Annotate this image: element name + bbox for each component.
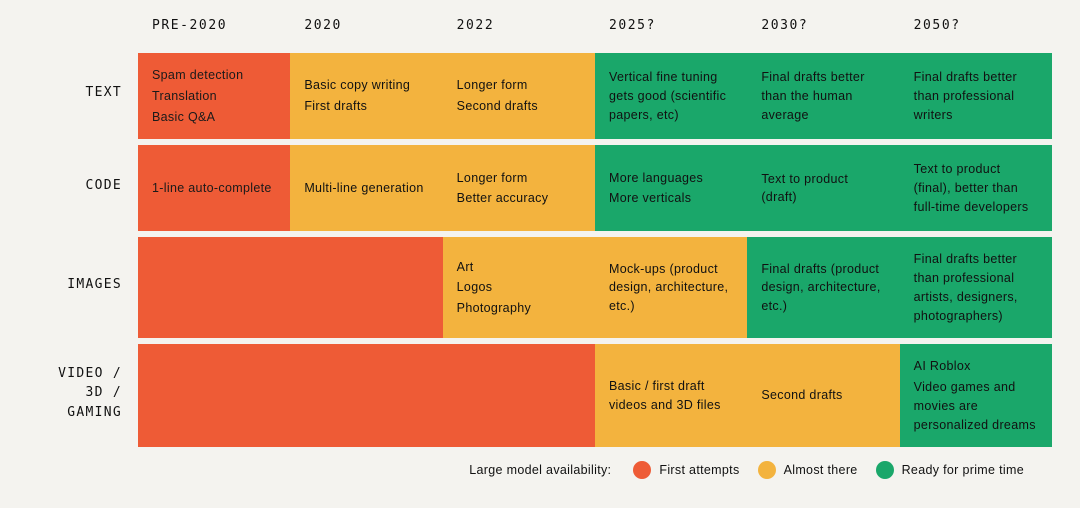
cell-line: Logos xyxy=(457,278,581,297)
cell-line: Spam detection xyxy=(152,66,276,85)
row-label: VIDEO / 3D / GAMING xyxy=(28,338,138,447)
ai-capability-matrix: PRE-2020202020222025?2030?2050?TEXTSpam … xyxy=(0,0,1080,479)
row-label: CODE xyxy=(28,139,138,231)
matrix-cell: Text to product (final), better than ful… xyxy=(900,139,1052,231)
swatch-orange-icon xyxy=(633,461,651,479)
legend: Large model availability: First attempts… xyxy=(28,447,1052,479)
col-header: 2030? xyxy=(747,18,899,47)
matrix-cell: More languagesMore verticals xyxy=(595,139,747,231)
cell-line: AI Roblox xyxy=(914,357,1038,376)
cell-line: Mock-ups (product design, architecture, … xyxy=(609,260,733,316)
col-header: 2050? xyxy=(900,18,1052,47)
matrix-cell: Final drafts better than the human avera… xyxy=(747,47,899,139)
cell-line: First drafts xyxy=(304,97,428,116)
matrix-cell: Text to product (draft) xyxy=(747,139,899,231)
matrix-cell xyxy=(138,338,290,447)
matrix-cell: Final drafts better than professional ar… xyxy=(900,231,1052,338)
cell-line: More languages xyxy=(609,169,733,188)
col-header: 2025? xyxy=(595,18,747,47)
legend-item-ready: Ready for prime time xyxy=(876,461,1024,479)
cell-line: Multi-line generation xyxy=(304,179,428,198)
cell-line: Art xyxy=(457,258,581,277)
matrix-cell: Final drafts better than professional wr… xyxy=(900,47,1052,139)
matrix-cell: Mock-ups (product design, architecture, … xyxy=(595,231,747,338)
col-header: 2020 xyxy=(290,18,442,47)
matrix-cell: Multi-line generation xyxy=(290,139,442,231)
cell-line: Final drafts (product design, architectu… xyxy=(761,260,885,316)
cell-line: Photography xyxy=(457,299,581,318)
matrix-cell: Basic copy writing First drafts xyxy=(290,47,442,139)
matrix-cell: Second drafts xyxy=(747,338,899,447)
cell-line: More verticals xyxy=(609,189,733,208)
cell-line: Second drafts xyxy=(761,386,885,405)
cell-line: Basic Q&A xyxy=(152,108,276,127)
matrix-cell: 1-line auto-complete xyxy=(138,139,290,231)
cell-line: Basic / first draft videos and 3D files xyxy=(609,377,733,415)
col-header: PRE-2020 xyxy=(138,18,290,47)
swatch-yellow-icon xyxy=(758,461,776,479)
matrix-cell: Vertical fine tuning gets good (scientif… xyxy=(595,47,747,139)
matrix-cell xyxy=(138,231,290,338)
cell-line: Translation xyxy=(152,87,276,106)
matrix-cell: ArtLogos Photography xyxy=(443,231,595,338)
legend-title: Large model availability: xyxy=(469,463,611,477)
cell-line: Text to product (final), better than ful… xyxy=(914,160,1038,216)
cell-line: Basic copy writing xyxy=(304,76,428,95)
matrix-cell: Final drafts (product design, architectu… xyxy=(747,231,899,338)
legend-label: Ready for prime time xyxy=(902,463,1024,477)
cell-line: Final drafts better than the human avera… xyxy=(761,68,885,124)
legend-item-almost-there: Almost there xyxy=(758,461,858,479)
cell-line: Video games and movies are personalized … xyxy=(914,378,1038,434)
swatch-green-icon xyxy=(876,461,894,479)
matrix-cell: Basic / first draft videos and 3D files xyxy=(595,338,747,447)
matrix-cell xyxy=(290,231,442,338)
row-label: TEXT xyxy=(28,47,138,139)
cell-line: Text to product (draft) xyxy=(761,170,885,208)
matrix-cell: AI Roblox Video games and movies are pers… xyxy=(900,338,1052,447)
row-label: IMAGES xyxy=(28,231,138,338)
cell-line: Final drafts better than professional ar… xyxy=(914,250,1038,325)
cell-line: Better accuracy xyxy=(457,189,581,208)
cell-line: Vertical fine tuning gets good (scientif… xyxy=(609,68,733,124)
matrix-cell xyxy=(290,338,442,447)
col-header: 2022 xyxy=(443,18,595,47)
matrix-cell: Longer formBetter accuracy xyxy=(443,139,595,231)
cell-line: 1-line auto-complete xyxy=(152,179,276,198)
matrix-cell xyxy=(443,338,595,447)
cell-line: Longer form xyxy=(457,169,581,188)
cell-line: Second drafts xyxy=(457,97,581,116)
legend-item-first-attempts: First attempts xyxy=(633,461,739,479)
matrix-cell: Spam detection Translation Basic Q&A xyxy=(138,47,290,139)
cell-line: Longer form xyxy=(457,76,581,95)
col-header-blank xyxy=(28,18,138,47)
matrix-grid: PRE-2020202020222025?2030?2050?TEXTSpam … xyxy=(28,18,1052,447)
legend-label: Almost there xyxy=(784,463,858,477)
cell-line: Final drafts better than professional wr… xyxy=(914,68,1038,124)
legend-label: First attempts xyxy=(659,463,739,477)
matrix-cell: Longer form Second drafts xyxy=(443,47,595,139)
